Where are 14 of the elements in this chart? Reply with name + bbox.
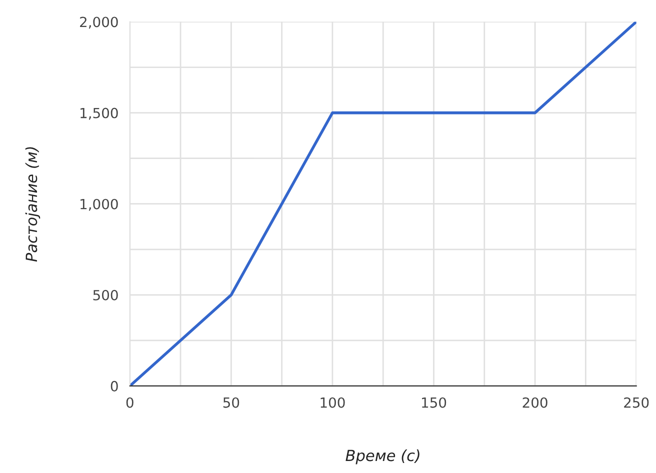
y-tick-label: 1,000 bbox=[80, 198, 118, 211]
y-axis-title: Растојание (м) bbox=[25, 147, 40, 262]
x-tick-label: 200 bbox=[522, 397, 548, 408]
x-tick-label: 250 bbox=[624, 397, 649, 408]
x-tick-label: 150 bbox=[422, 397, 446, 408]
x-tick-label: 100 bbox=[320, 397, 345, 408]
y-tick-label: 2,000 bbox=[80, 16, 118, 29]
y-tick-label: 0 bbox=[110, 380, 118, 392]
x-tick-label: 0 bbox=[126, 397, 134, 408]
x-axis-title: Време (с) bbox=[346, 449, 420, 464]
y-tick-label: 500 bbox=[93, 290, 118, 300]
x-tick-label: 50 bbox=[223, 397, 240, 408]
y-tick-label: 1,500 bbox=[80, 108, 118, 120]
line-series bbox=[130, 22, 636, 386]
